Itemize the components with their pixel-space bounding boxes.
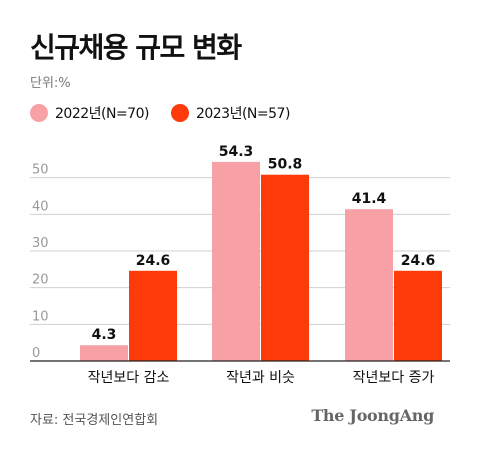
data-label: 24.6 [136,253,171,269]
data-label: 54.3 [219,144,254,160]
bar [345,209,393,361]
y-tick-label: 0 [32,346,40,361]
bar [129,270,177,361]
chart-title: 신규채용 규모 변화 [30,31,242,64]
x-category-label: 작년과 비슷 [226,370,295,386]
source-note: 자료: 전국경제인연합회 [30,413,159,428]
bar [261,174,309,361]
legend-label-2023: 2023년(N=57) [195,106,290,122]
y-tick-label: 30 [32,236,49,251]
y-tick-label: 20 [32,273,49,288]
y-tick-label: 40 [32,199,49,214]
legend-item-2022: 2022년(N=70) [30,103,149,123]
y-tick-label: 10 [32,309,49,324]
brand-logo: The JoongAng [311,406,434,425]
x-category-label: 작년보다 증가 [353,370,435,386]
bar [212,161,260,361]
legend-item-2023: 2023년(N=57) [170,103,290,123]
bar [394,270,442,361]
y-tick-label: 50 [32,163,49,178]
unit-label: 단위:% [30,76,71,91]
data-label: 41.4 [352,191,387,207]
x-category-label: 작년보다 감소 [88,370,170,386]
legend-swatch-2023 [170,104,189,122]
bar [80,345,128,361]
data-label: 50.8 [268,157,303,173]
legend: 2022년(N=70) 2023년(N=57) [30,103,312,123]
legend-label-2022: 2022년(N=70) [55,106,149,122]
data-label: 24.6 [401,253,436,269]
legend-swatch-2022 [30,104,48,122]
data-label: 4.3 [92,327,117,343]
